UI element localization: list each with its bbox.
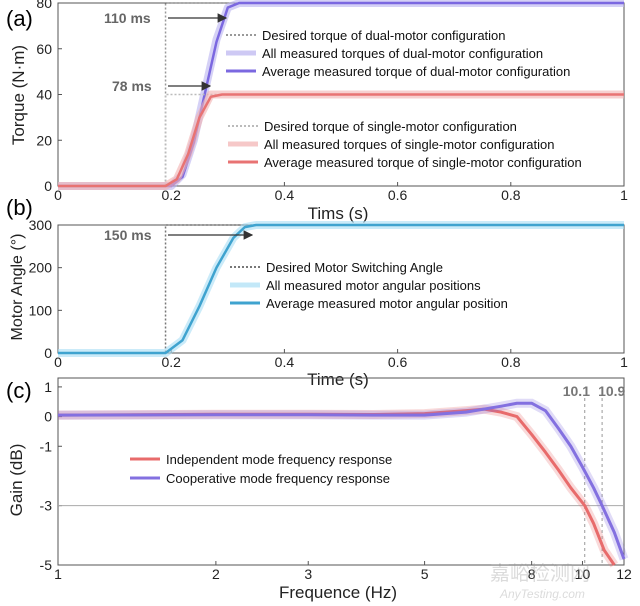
legend-label: Desired Motor Switching Angle: [266, 260, 443, 275]
x-tick-label: 0.6: [388, 187, 408, 203]
panel-c-series: 10.1 10.9: [57, 383, 629, 568]
x-tick-label: 10: [575, 566, 591, 582]
x-tick-label: 3: [304, 566, 312, 582]
x-tick-label: 1: [54, 566, 62, 582]
panel-b-ylabel: Motor Angle (°): [9, 234, 26, 341]
x-tick-label: 1: [620, 187, 628, 203]
y-tick-label: 80: [36, 0, 52, 11]
legend-label: All measured motor angular positions: [266, 278, 481, 293]
x-tick-label: 5: [421, 566, 429, 582]
x-tick-label: 0.6: [388, 354, 408, 370]
watermark-line2: AnyTesting.com: [499, 587, 585, 601]
legend-label: All measured torques of dual-motor confi…: [262, 46, 543, 61]
y-tick-label: -3: [40, 498, 53, 514]
x-tick-label: 0.8: [501, 354, 521, 370]
panel-c-xlabel: Frequence (Hz): [279, 583, 397, 602]
y-tick-label: 300: [29, 217, 53, 233]
x-tick-label: 0.2: [161, 354, 181, 370]
marker-label: 10.1: [563, 383, 590, 399]
y-tick-label: 1: [44, 379, 52, 395]
y-tick-label: 0: [44, 178, 52, 194]
panel-c: (c) Gain (dB) Frequence (Hz) 1 2 3 5 8 10 1210…: [6, 377, 632, 602]
y-tick-label: 0: [44, 409, 52, 425]
watermark-line1: 嘉峪检测网: [490, 562, 590, 585]
x-tick-label: 8: [528, 566, 536, 582]
panel-c-ylabel: Gain (dB): [7, 444, 26, 517]
series-line: [58, 93, 624, 188]
annotation-110ms: 110 ms: [104, 10, 151, 26]
y-tick-label: 100: [29, 302, 53, 318]
x-tick-label: 0.4: [275, 354, 295, 370]
panel-b-annotations: 150 ms: [104, 227, 254, 243]
legend-label: Independent mode frequency response: [166, 452, 392, 467]
series-band: [57, 398, 629, 561]
y-tick-label: -1: [40, 438, 53, 454]
annotation-78ms: 78 ms: [112, 78, 152, 94]
series-band: [57, 404, 619, 568]
series-line: [58, 223, 624, 355]
legend-label: Average measured torque of single-motor …: [264, 155, 582, 170]
x-tick-label: 0.2: [161, 187, 181, 203]
y-tick-label: 200: [29, 260, 53, 276]
y-tick-label: 20: [36, 132, 52, 148]
legend-label: Cooperative mode frequency response: [166, 471, 390, 486]
panel-a-annotations: 110 ms 78 ms: [104, 10, 228, 94]
y-tick-label: 0: [44, 345, 52, 361]
panel-b-label: (b): [6, 195, 33, 220]
marker-label: 10.9: [598, 383, 625, 399]
y-tick-label: 40: [36, 87, 52, 103]
y-tick-label: -5: [40, 557, 53, 573]
panel-a-ticks: 0 0.2 0.4 0.6 0.8 1 0 20 40 60 80: [36, 0, 628, 203]
y-tick-label: 60: [36, 41, 52, 57]
panel-c-label: (c): [6, 378, 32, 403]
x-tick-label: 2: [212, 566, 220, 582]
panel-b-xlabel: Time (s): [307, 370, 369, 389]
panel-a-legend-single: Desired torque of single-motor configura…: [228, 119, 582, 170]
panel-b-legend: Desired Motor Switching Angle All measure…: [230, 260, 508, 311]
x-tick-label: 0: [54, 354, 62, 370]
x-tick-label: 12: [616, 566, 632, 582]
panel-a-xlabel: Tims (s): [308, 204, 369, 223]
x-tick-label: 0.4: [275, 187, 295, 203]
legend-label: Average measured torque of dual-motor co…: [262, 64, 570, 79]
x-tick-label: 0: [54, 187, 62, 203]
watermark: 嘉峪检测网 AnyTesting.com: [490, 562, 590, 601]
legend-label: All measured torques of single-motor con…: [264, 137, 554, 152]
panel-a: (a) Torque (N·m) Tims (s) 0 0.2 0.4 0.6 0.8 1…: [6, 0, 628, 223]
panel-b-ticks: 0 0.2 0.4 0.6 0.8 1 0 100 200 300: [29, 217, 628, 370]
panel-c-legend: Independent mode frequency response Coope…: [130, 452, 392, 486]
series-line: [57, 401, 626, 560]
legend-label: Average measured motor angular position: [266, 296, 508, 311]
legend-label: Desired torque of dual-motor configurati…: [262, 28, 506, 43]
panel-b-series: [58, 221, 624, 357]
panel-c-frame: [57, 377, 625, 566]
panel-b: (b) Motor Angle (°) Time (s) 0 0.2 0.4 0.6 0…: [6, 195, 628, 389]
x-tick-label: 1: [620, 354, 628, 370]
panel-a-ylabel: Torque (N·m): [9, 45, 28, 145]
legend-label: Desired torque of single-motor configura…: [264, 119, 517, 134]
panel-a-legend-dual: Desired torque of dual-motor configurati…: [226, 28, 570, 79]
x-tick-label: 0.8: [501, 187, 521, 203]
panel-a-label: (a): [6, 6, 33, 31]
annotation-150ms: 150 ms: [104, 227, 152, 243]
